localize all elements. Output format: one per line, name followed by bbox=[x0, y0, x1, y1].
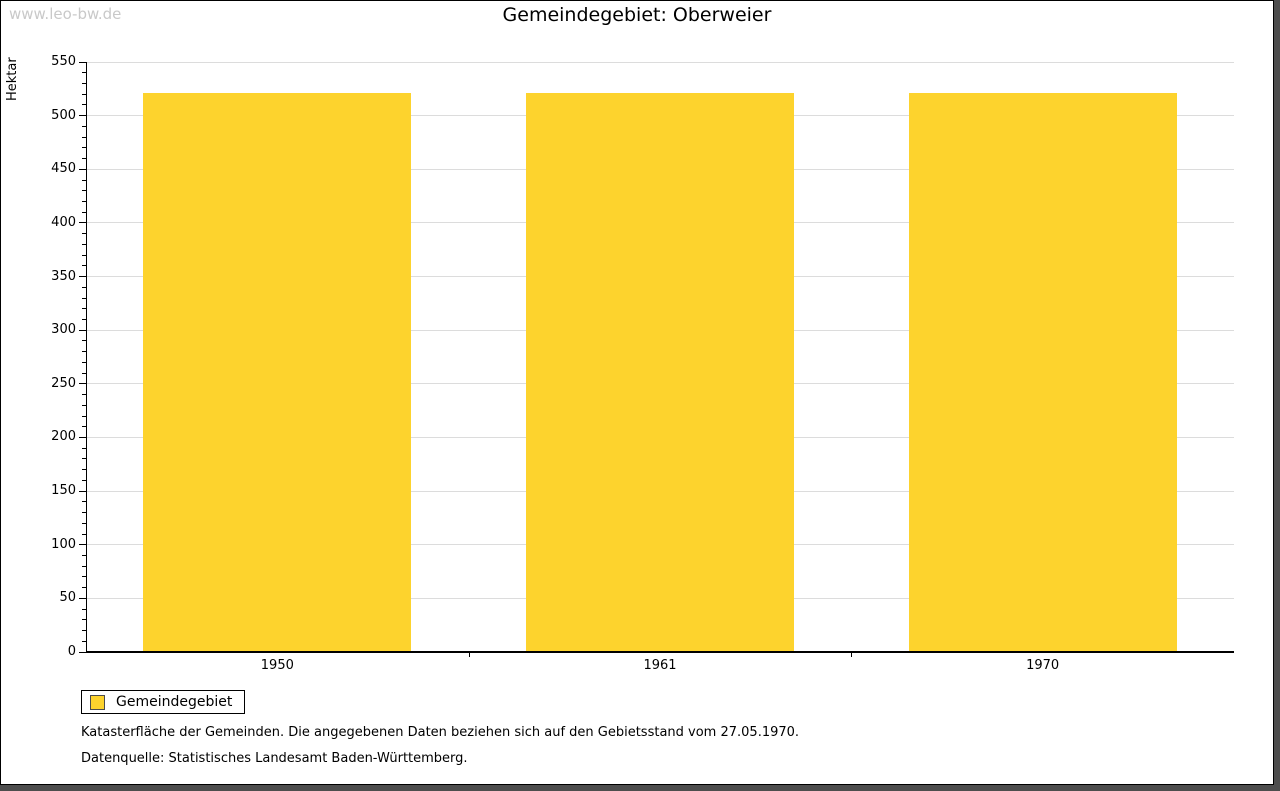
y-minor-tick-410 bbox=[82, 211, 86, 213]
footnote-source-note: Katasterfläche der Gemeinden. Die angege… bbox=[81, 725, 800, 740]
y-tick-label-150: 150 bbox=[51, 483, 76, 499]
y-tick-label-0: 0 bbox=[67, 644, 76, 659]
bar-1950 bbox=[143, 93, 412, 652]
y-minor-tick-320 bbox=[82, 308, 86, 310]
x-tick-label-1961: 1961 bbox=[643, 658, 677, 673]
y-tick-label-300: 300 bbox=[51, 322, 76, 338]
y-tick-label-550: 550 bbox=[51, 54, 76, 69]
y-minor-tick-220 bbox=[82, 415, 86, 417]
bar-1970 bbox=[908, 93, 1177, 652]
y-major-tick-150 bbox=[79, 490, 86, 492]
y-minor-tick-60 bbox=[82, 587, 86, 589]
y-major-tick-450 bbox=[79, 168, 86, 170]
watermark: www.leo-bw.de bbox=[9, 5, 122, 23]
y-tick-label-200: 200 bbox=[51, 429, 76, 445]
y-minor-tick-360 bbox=[82, 265, 86, 267]
plot-area: 0 50 100 150 200 250 300 350 400 450 500 550 1950 196… bbox=[51, 54, 1234, 673]
gridline-y-550 bbox=[86, 61, 1234, 63]
y-minor-tick-440 bbox=[82, 179, 86, 181]
y-minor-tick-380 bbox=[82, 243, 86, 245]
y-minor-tick-260 bbox=[82, 372, 86, 374]
y-minor-tick-10 bbox=[82, 640, 86, 642]
y-major-tick-100 bbox=[79, 544, 86, 546]
y-minor-tick-80 bbox=[82, 565, 86, 567]
y-minor-tick-160 bbox=[82, 479, 86, 481]
x-tick-label-1970: 1970 bbox=[1026, 658, 1060, 673]
y-axis-line bbox=[86, 62, 87, 652]
y-minor-tick-370 bbox=[82, 254, 86, 256]
y-minor-tick-330 bbox=[82, 297, 86, 299]
y-minor-tick-510 bbox=[82, 104, 86, 106]
y-axis-label: Hektar bbox=[5, 57, 20, 101]
chart-title: Gemeindegebiet: Oberweier bbox=[502, 4, 772, 26]
y-major-tick-350 bbox=[79, 276, 86, 278]
legend-swatch-gemeindegebiet bbox=[90, 694, 105, 710]
y-minor-tick-490 bbox=[82, 125, 86, 127]
y-major-tick-50 bbox=[79, 597, 86, 599]
x-axis-line bbox=[86, 651, 1234, 653]
y-tick-label-450: 450 bbox=[51, 161, 76, 177]
y-minor-tick-130 bbox=[82, 512, 86, 514]
y-minor-tick-470 bbox=[82, 147, 86, 149]
y-minor-tick-310 bbox=[82, 318, 86, 320]
bar-1961 bbox=[526, 93, 794, 652]
x-boundary-tick-1 bbox=[468, 652, 470, 657]
y-minor-tick-270 bbox=[82, 361, 86, 363]
x-boundary-tick-2 bbox=[851, 652, 853, 657]
y-minor-tick-180 bbox=[82, 458, 86, 460]
y-minor-tick-520 bbox=[82, 93, 86, 95]
y-minor-tick-390 bbox=[82, 233, 86, 235]
y-minor-tick-30 bbox=[82, 619, 86, 621]
y-minor-tick-170 bbox=[82, 469, 86, 471]
y-minor-tick-70 bbox=[82, 576, 86, 578]
x-tick-label-1950: 1950 bbox=[260, 658, 294, 673]
y-minor-tick-430 bbox=[82, 190, 86, 192]
y-tick-label-350: 350 bbox=[51, 268, 76, 284]
y-tick-label-250: 250 bbox=[51, 375, 76, 391]
y-minor-tick-530 bbox=[82, 82, 86, 84]
y-minor-tick-120 bbox=[82, 522, 86, 524]
y-tick-label-400: 400 bbox=[51, 214, 76, 230]
y-minor-tick-540 bbox=[82, 72, 86, 74]
y-minor-tick-420 bbox=[82, 200, 86, 202]
legend-label: Gemeindegebiet bbox=[116, 694, 233, 710]
y-minor-tick-240 bbox=[82, 394, 86, 396]
y-minor-tick-20 bbox=[82, 630, 86, 632]
y-major-tick-250 bbox=[79, 383, 86, 385]
y-tick-label-500: 500 bbox=[51, 107, 76, 123]
y-minor-tick-280 bbox=[82, 351, 86, 353]
y-major-tick-0 bbox=[79, 651, 86, 653]
y-minor-tick-340 bbox=[82, 286, 86, 288]
y-major-tick-550 bbox=[79, 61, 86, 63]
y-minor-tick-140 bbox=[82, 501, 86, 503]
y-minor-tick-110 bbox=[82, 533, 86, 535]
y-minor-tick-40 bbox=[82, 608, 86, 610]
y-major-tick-200 bbox=[79, 436, 86, 438]
y-minor-tick-290 bbox=[82, 340, 86, 342]
y-major-tick-300 bbox=[79, 329, 86, 331]
y-tick-label-50: 50 bbox=[59, 590, 76, 606]
footnote-data-source: Datenquelle: Statistisches Landesamt Bad… bbox=[81, 751, 468, 766]
y-minor-tick-90 bbox=[82, 554, 86, 556]
y-major-tick-400 bbox=[79, 222, 86, 224]
y-major-tick-500 bbox=[79, 115, 86, 117]
y-minor-tick-460 bbox=[82, 158, 86, 160]
y-minor-tick-190 bbox=[82, 447, 86, 449]
legend: Gemeindegebiet bbox=[81, 690, 246, 714]
y-minor-tick-230 bbox=[82, 404, 86, 406]
y-minor-tick-480 bbox=[82, 136, 86, 138]
y-minor-tick-210 bbox=[82, 426, 86, 428]
y-tick-label-100: 100 bbox=[51, 536, 76, 552]
